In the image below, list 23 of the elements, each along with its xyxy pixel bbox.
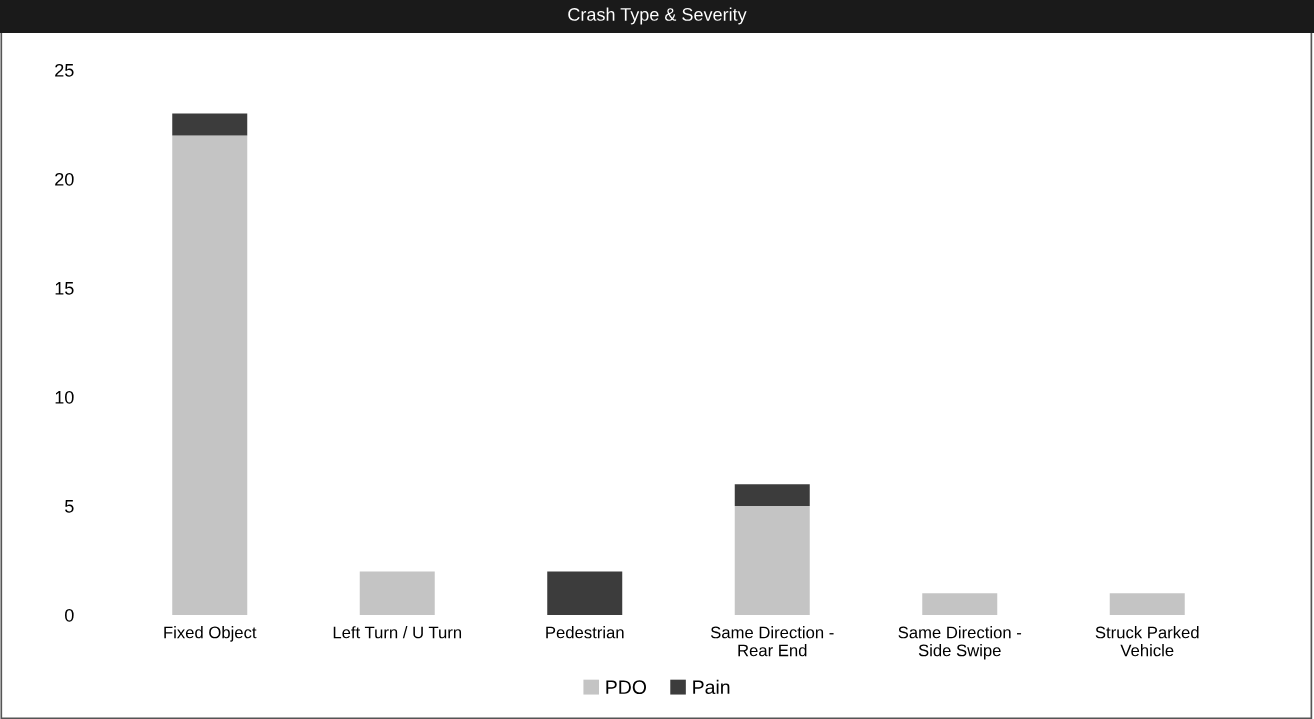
y-tick-label: 25 — [55, 63, 74, 77]
x-tick-label: Same Direction - Side Swipe — [898, 626, 1022, 660]
bar — [172, 113, 248, 136]
bar — [359, 571, 435, 615]
bar — [922, 593, 998, 615]
y-tick-label: 5 — [65, 500, 74, 513]
y-tick-label: 20 — [55, 172, 74, 186]
x-tick-label: Same Direction - Rear End — [710, 626, 834, 657]
bar — [734, 484, 810, 506]
x-tick-label: Struck Parked Vehicle — [1095, 626, 1199, 657]
bar — [172, 135, 248, 615]
bar — [1109, 593, 1185, 615]
x-tick-label: Left Turn / U Turn — [333, 626, 462, 639]
bar — [734, 506, 810, 615]
legend-label: PDO — [606, 680, 647, 695]
bar — [547, 571, 623, 615]
y-tick-label: 15 — [55, 282, 74, 295]
x-tick-label: Pedestrian — [546, 626, 624, 639]
x-tick-label: Fixed Object — [164, 626, 257, 642]
legend-label: Pain — [693, 679, 730, 695]
y-tick-label: 10 — [55, 390, 74, 404]
chart-title: Crash Type & Severity — [568, 7, 747, 25]
y-tick-label: 0 — [65, 608, 74, 622]
